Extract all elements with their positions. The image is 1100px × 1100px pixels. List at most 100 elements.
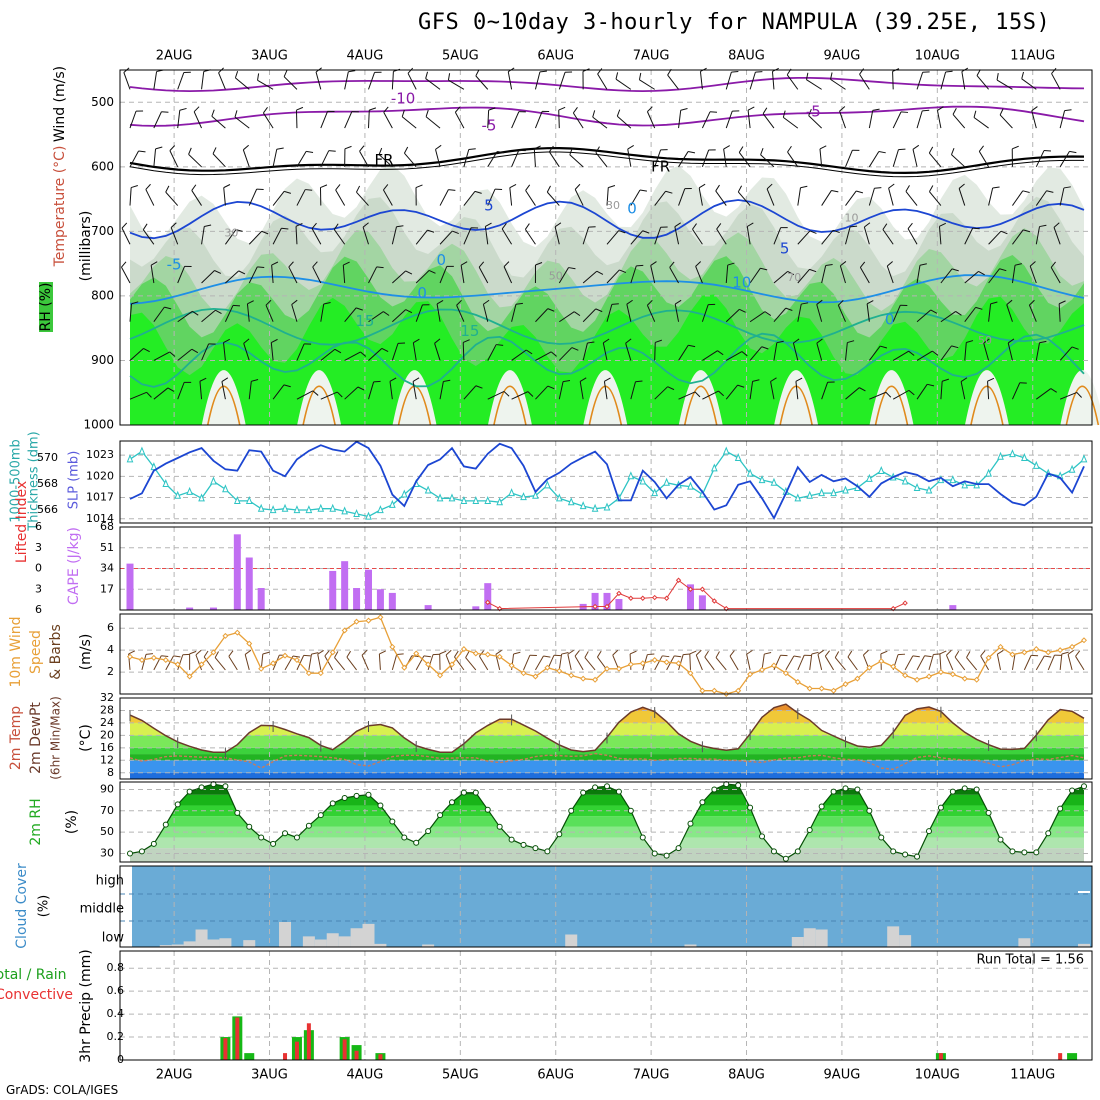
wind-speed-marker [293, 657, 300, 664]
upper-wind-barb [153, 71, 158, 90]
upper-wind-barb [123, 72, 131, 90]
upper-wind-barb [271, 265, 274, 284]
upper-wind-barb [234, 116, 250, 129]
isotherm-20-contour [206, 385, 241, 426]
upper-wind-barb [940, 345, 952, 361]
upper-wind-barb [201, 71, 205, 90]
wind-speed-marker [914, 676, 921, 683]
upper-wind-barb [715, 190, 727, 206]
upper-wind-barb [1046, 190, 1054, 193]
upper-wind-barb [747, 106, 755, 111]
wind-speed-marker [699, 687, 706, 694]
boundary-layer-plume [869, 370, 914, 425]
rh-marker [1045, 830, 1052, 837]
upper-wind-barb [718, 390, 725, 397]
isotherm-20-contour [397, 385, 432, 426]
rh-marker [270, 840, 277, 847]
pressure-tick-label: 600 [91, 159, 114, 173]
wind-speed-marker [222, 632, 229, 639]
temp-tick-label: 28 [100, 703, 114, 716]
contour-label: FR [374, 151, 393, 169]
upper-wind-barb [121, 266, 131, 284]
upper-wind-barb [547, 385, 555, 390]
upper-wind-barb [191, 348, 199, 354]
upper-wind-barb [204, 224, 212, 227]
upper-wind-barb [1035, 150, 1045, 168]
cape-bar [388, 592, 396, 610]
upper-wind-barb [1050, 388, 1057, 393]
upper-wind-barb [760, 148, 764, 155]
upper-wind-barb [951, 345, 959, 349]
upper-wind-barb [396, 225, 404, 228]
top-date-label: 3AUG [251, 49, 288, 64]
wind-speed-marker [186, 673, 193, 680]
surface-wind-barb [729, 655, 739, 671]
upper-wind-barb [737, 384, 745, 388]
thickness-tick-label: 570 [37, 451, 58, 464]
upper-wind-barb [988, 268, 1000, 284]
surface-wind-barb [966, 657, 978, 671]
lifted-index-tick-label: 0 [35, 562, 42, 575]
upper-wind-barb [892, 111, 902, 129]
run-total-label: Run Total = 1.56 [976, 953, 1084, 968]
cape-tick-label: 68 [100, 520, 114, 533]
upper-wind-barb [606, 187, 609, 206]
upper-wind-barb [929, 191, 942, 206]
surface-wind-barb [704, 650, 709, 658]
upper-wind-barb [1059, 346, 1073, 361]
upper-wind-barb [169, 150, 179, 168]
upper-wind-barb [882, 223, 888, 230]
upper-wind-barb [527, 391, 534, 397]
wind-speed-marker [663, 659, 670, 666]
wind-speed-marker [675, 660, 682, 667]
boundary-layer-plume [583, 370, 628, 425]
surface-wind-barb [228, 650, 234, 657]
top-date-label: 5AUG [442, 49, 479, 64]
thickness-marker [961, 480, 969, 489]
cape-bar [424, 605, 432, 610]
precip-convective-bar [223, 1038, 228, 1060]
upper-wind-barb [456, 305, 465, 322]
precip-tick-label: 0.2 [107, 1030, 125, 1043]
surface-wind-barb [809, 653, 813, 670]
upper-wind-barb [509, 184, 517, 189]
top-date-label: 9AUG [824, 49, 861, 64]
upper-wind-barb [725, 308, 740, 323]
wind-speed-line [129, 616, 1085, 695]
wind-speed-marker [532, 673, 539, 680]
upper-wind-barb [177, 310, 193, 323]
contour-label: 50 [549, 270, 563, 283]
thickness-marker [806, 490, 814, 499]
upper-wind-barb [625, 343, 632, 361]
upper-wind-barb [983, 338, 990, 344]
wind-speed-marker [711, 687, 718, 694]
surface-wind-barb [880, 650, 888, 655]
upper-wind-barb [1053, 222, 1060, 228]
upper-wind-barb [357, 386, 365, 391]
upper-wind-barb [548, 145, 554, 153]
surface-wind-barb [379, 650, 386, 655]
upper-wind-barb [642, 230, 650, 234]
surface-wind-barb [128, 650, 136, 655]
low-cloud-bar [207, 939, 220, 947]
rh-marker [699, 799, 706, 806]
contour-label: 15 [460, 322, 479, 340]
cloud-axis-label: Cloud Cover [14, 863, 30, 949]
upper-wind-barb [376, 266, 384, 269]
upper-wind-barb [801, 302, 809, 305]
temp-tick-label: 8 [107, 766, 114, 779]
upper-wind-barb [630, 189, 641, 206]
low-cloud-bar [219, 938, 232, 947]
wind-frame [119, 613, 1093, 695]
surface-wind-barb [654, 655, 663, 671]
upper-wind-barb [942, 378, 950, 382]
surface-wind-barb [324, 655, 334, 671]
precip-convective-bar [283, 1053, 288, 1060]
upper-wind-barb [439, 381, 444, 400]
cape-bar [365, 569, 372, 610]
lifted-index-marker [663, 595, 670, 601]
thickness-marker [544, 480, 551, 489]
surface-wind-barb [662, 655, 670, 658]
upper-wind-barb [725, 71, 732, 90]
upper-wind-barb [344, 307, 357, 323]
